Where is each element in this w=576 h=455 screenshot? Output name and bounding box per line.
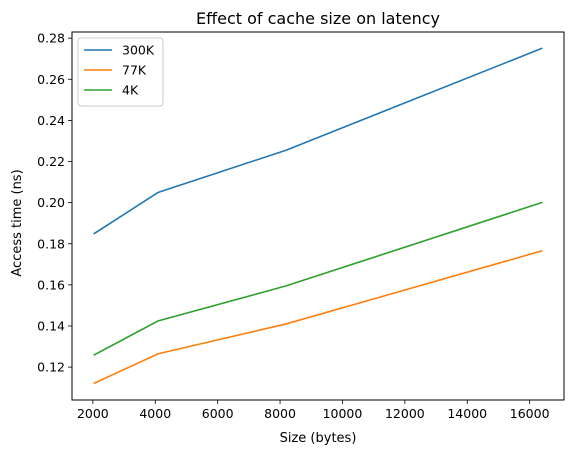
x-tick-label: 12000 xyxy=(385,406,425,421)
series-line-77k xyxy=(93,249,543,385)
y-tick-label: 0.16 xyxy=(37,277,65,292)
x-axis-label: Size (bytes) xyxy=(280,431,357,446)
x-tick-label: 16000 xyxy=(510,406,550,421)
x-tick-label: 8000 xyxy=(264,406,296,421)
y-axis: 0.12 0.14 0.16 0.18 0.20 0.22 0.24 0.26 0.28 xyxy=(37,31,72,375)
x-tick-label: 2000 xyxy=(77,406,109,421)
series-line-4k xyxy=(93,201,543,356)
y-tick-label: 0.18 xyxy=(37,236,65,251)
x-tick-label: 4000 xyxy=(139,406,171,421)
legend: 300K 77K 4K xyxy=(77,37,164,107)
y-tick-label: 0.26 xyxy=(37,72,65,87)
y-tick-label: 0.20 xyxy=(37,195,65,210)
y-tick-label: 0.22 xyxy=(37,154,65,169)
x-axis: 2000 4000 6000 8000 10000 12000 14000 16000 xyxy=(77,400,550,421)
legend-label-4k: 4K xyxy=(122,83,139,98)
x-tick-label: 10000 xyxy=(323,406,363,421)
series-line-300k xyxy=(93,47,543,235)
y-tick-label: 0.14 xyxy=(37,318,65,333)
y-tick-label: 0.28 xyxy=(37,31,65,46)
plot-frame xyxy=(71,31,565,401)
chart-title: Effect of cache size on latency xyxy=(196,9,440,28)
y-tick-label: 0.12 xyxy=(37,360,65,375)
legend-box xyxy=(77,37,164,107)
series-lines xyxy=(93,47,543,385)
y-axis-label: Access time (ns) xyxy=(10,169,25,276)
legend-label-300k: 300K xyxy=(122,43,155,58)
legend-label-77k: 77K xyxy=(122,63,147,78)
y-tick-label: 0.24 xyxy=(37,113,65,128)
x-tick-label: 6000 xyxy=(202,406,234,421)
x-tick-label: 14000 xyxy=(447,406,487,421)
